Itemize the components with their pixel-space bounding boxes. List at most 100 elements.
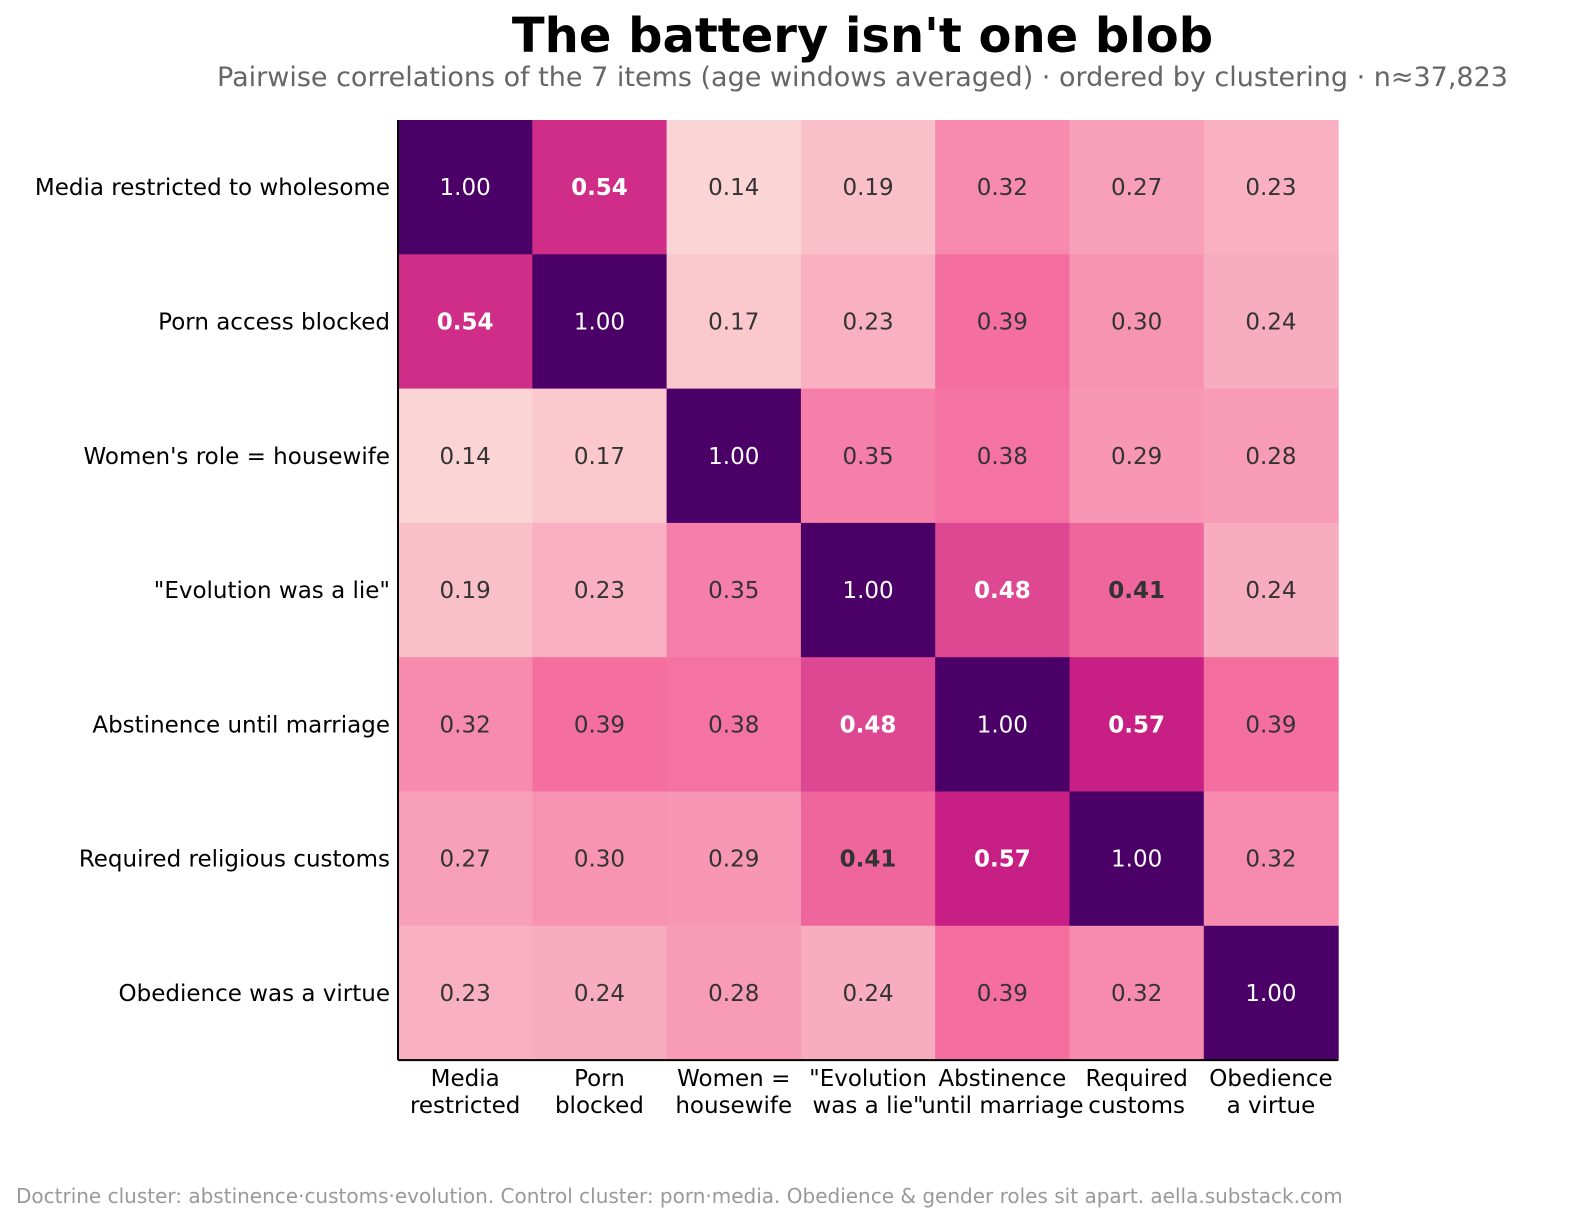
cell-value-label: 1.00 (1245, 981, 1296, 1007)
cell-value-label: 0.24 (842, 981, 893, 1007)
col-tick-label: Women = housewife (675, 1066, 792, 1119)
chart-subtitle: Pairwise correlations of the 7 items (ag… (217, 62, 1508, 93)
cell-value-label: 1.00 (1111, 847, 1162, 873)
heatmap-cell (532, 791, 668, 927)
cell-value-label: 0.23 (440, 981, 491, 1007)
cell-value-label: 0.23 (1245, 175, 1296, 201)
heatmap-cell (398, 522, 533, 658)
heatmap-cell (1203, 657, 1339, 793)
cell-value-label: 0.19 (440, 578, 491, 604)
cell-value-label: 0.23 (574, 578, 625, 604)
cell-value-label: 0.17 (708, 309, 759, 335)
cell-value-label: 1.00 (440, 175, 491, 201)
heatmap-cell (666, 254, 802, 390)
cell-value-label: 0.38 (708, 712, 759, 738)
heatmap-cell (532, 120, 668, 255)
cell-value-label: 0.35 (708, 578, 759, 604)
heatmap-cell (666, 925, 802, 1061)
cell-value-label: 0.41 (840, 847, 897, 873)
footer-note: Doctrine cluster: abstinence·customs·evo… (16, 1184, 1343, 1208)
row-tick-label: Women's role = housewife (84, 444, 390, 470)
heatmap-cell (800, 657, 936, 793)
chart-title: The battery isn't one blob (511, 8, 1214, 64)
heatmap-cell (935, 388, 1071, 524)
heatmap-cell (398, 254, 533, 390)
cell-value-label: 0.27 (1111, 175, 1162, 201)
cell-value-label: 0.48 (974, 578, 1031, 604)
cell-value-label: 0.39 (1245, 712, 1296, 738)
heatmap-cell (1069, 791, 1205, 927)
heatmap-cell (398, 791, 533, 927)
cell-value-label: 0.48 (840, 712, 897, 738)
heatmap-cell (398, 925, 533, 1061)
col-tick-label: Required customs (1085, 1066, 1187, 1119)
cell-value-label: 0.19 (842, 175, 893, 201)
heatmap-cell (935, 120, 1071, 255)
cell-value-label: 0.17 (574, 444, 625, 470)
cell-value-label: 0.28 (708, 981, 759, 1007)
heatmap-cell (398, 388, 533, 524)
heatmap-cell (1203, 791, 1339, 927)
col-tick-label: Porn blocked (555, 1066, 644, 1119)
heatmap-cell (1203, 522, 1339, 658)
heatmap-cell (532, 254, 668, 390)
col-tick-label: Media restricted (410, 1066, 520, 1119)
y-axis-tick-labels: Media restricted to wholesome Porn access… (35, 175, 390, 1007)
heatmap-cell (935, 657, 1071, 793)
cell-value-label: 0.57 (1108, 712, 1165, 738)
heatmap-cell (935, 925, 1071, 1061)
heatmap-value-labels: 1.00 0.54 0.14 0.19 0.32 0.27 0.23 0.54 1.00 0.17… (437, 175, 1297, 1007)
cell-value-label: 0.54 (437, 309, 494, 335)
heatmap-cell (935, 522, 1071, 658)
cell-value-label: 0.29 (1111, 444, 1162, 470)
cell-value-label: 0.27 (440, 847, 491, 873)
x-axis-tick-labels: Media restricted Porn blocked Women = housewi… (410, 1066, 1333, 1119)
heatmap-cell (935, 791, 1071, 927)
heatmap-cell (1203, 254, 1339, 390)
heatmap-cell (1069, 254, 1205, 390)
col-tick-label: Obedience a virtue (1209, 1066, 1332, 1119)
heatmap-cell (666, 657, 802, 793)
cell-value-label: 0.39 (977, 309, 1028, 335)
heatmap-cell (800, 120, 936, 255)
cell-value-label: 1.00 (977, 712, 1028, 738)
row-tick-label: Porn access blocked (158, 309, 390, 335)
cell-value-label: 0.14 (440, 444, 491, 470)
heatmap-cell (800, 925, 936, 1061)
heatmap-cell (1069, 657, 1205, 793)
cell-value-label: 0.57 (974, 847, 1031, 873)
heatmap-cell (800, 254, 936, 390)
cell-value-label: 0.35 (842, 444, 893, 470)
cell-value-label: 0.38 (977, 444, 1028, 470)
cell-value-label: 1.00 (708, 444, 759, 470)
col-tick-label: "Evolution was a lie" (809, 1066, 927, 1119)
heatmap-cell (800, 791, 936, 927)
heatmap-cell (666, 120, 802, 255)
heatmap-cell (532, 522, 668, 658)
cell-value-label: 0.28 (1245, 444, 1296, 470)
heatmap-cell (800, 388, 936, 524)
cell-value-label: 0.32 (1245, 847, 1296, 873)
heatmap-cell (532, 657, 668, 793)
heatmap-cell (1069, 925, 1205, 1061)
heatmap-cell (666, 522, 802, 658)
cell-value-label: 1.00 (574, 309, 625, 335)
cell-value-label: 0.14 (708, 175, 759, 201)
heatmap-cell (398, 120, 533, 255)
row-tick-label: Media restricted to wholesome (35, 175, 390, 201)
cell-value-label: 1.00 (842, 578, 893, 604)
heatmap-cells (398, 120, 1339, 1061)
heatmap-cell (1069, 522, 1205, 658)
cell-value-label: 0.24 (574, 981, 625, 1007)
col-tick-label: Abstinence until marriage (921, 1066, 1084, 1119)
cell-value-label: 0.41 (1108, 578, 1165, 604)
heatmap-cell (1069, 388, 1205, 524)
cell-value-label: 0.24 (1245, 578, 1296, 604)
heatmap-cell (398, 657, 533, 793)
cell-value-label: 0.30 (574, 847, 625, 873)
cell-value-label: 0.39 (977, 981, 1028, 1007)
axes (397, 120, 1339, 1062)
cell-value-label: 0.32 (1111, 981, 1162, 1007)
cell-value-label: 0.54 (571, 175, 628, 201)
